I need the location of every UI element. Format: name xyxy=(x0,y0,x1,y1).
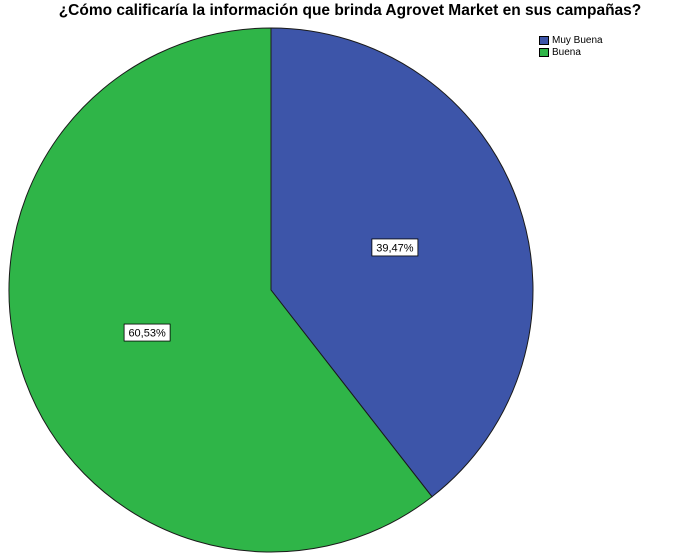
legend-item-buena: Buena xyxy=(539,46,603,58)
data-label-buena: 60,53% xyxy=(123,323,171,342)
legend-label-muy-buena: Muy Buena xyxy=(552,34,603,46)
legend-swatch-buena xyxy=(539,47,549,57)
pie-slice-buena xyxy=(8,27,433,553)
data-label-muy-buena: 39,47% xyxy=(371,238,419,257)
svg-text:60,53%: 60,53% xyxy=(128,328,166,340)
legend-item-muy-buena: Muy Buena xyxy=(539,34,603,46)
legend-label-buena: Buena xyxy=(552,46,581,58)
svg-text:39,47%: 39,47% xyxy=(376,242,414,254)
chart-title: ¿Cómo calificaría la información que bri… xyxy=(58,2,642,19)
legend: Muy Buena Buena xyxy=(539,34,603,58)
legend-swatch-muy-buena xyxy=(539,35,549,45)
pie-slice-muy-buena xyxy=(270,27,534,498)
